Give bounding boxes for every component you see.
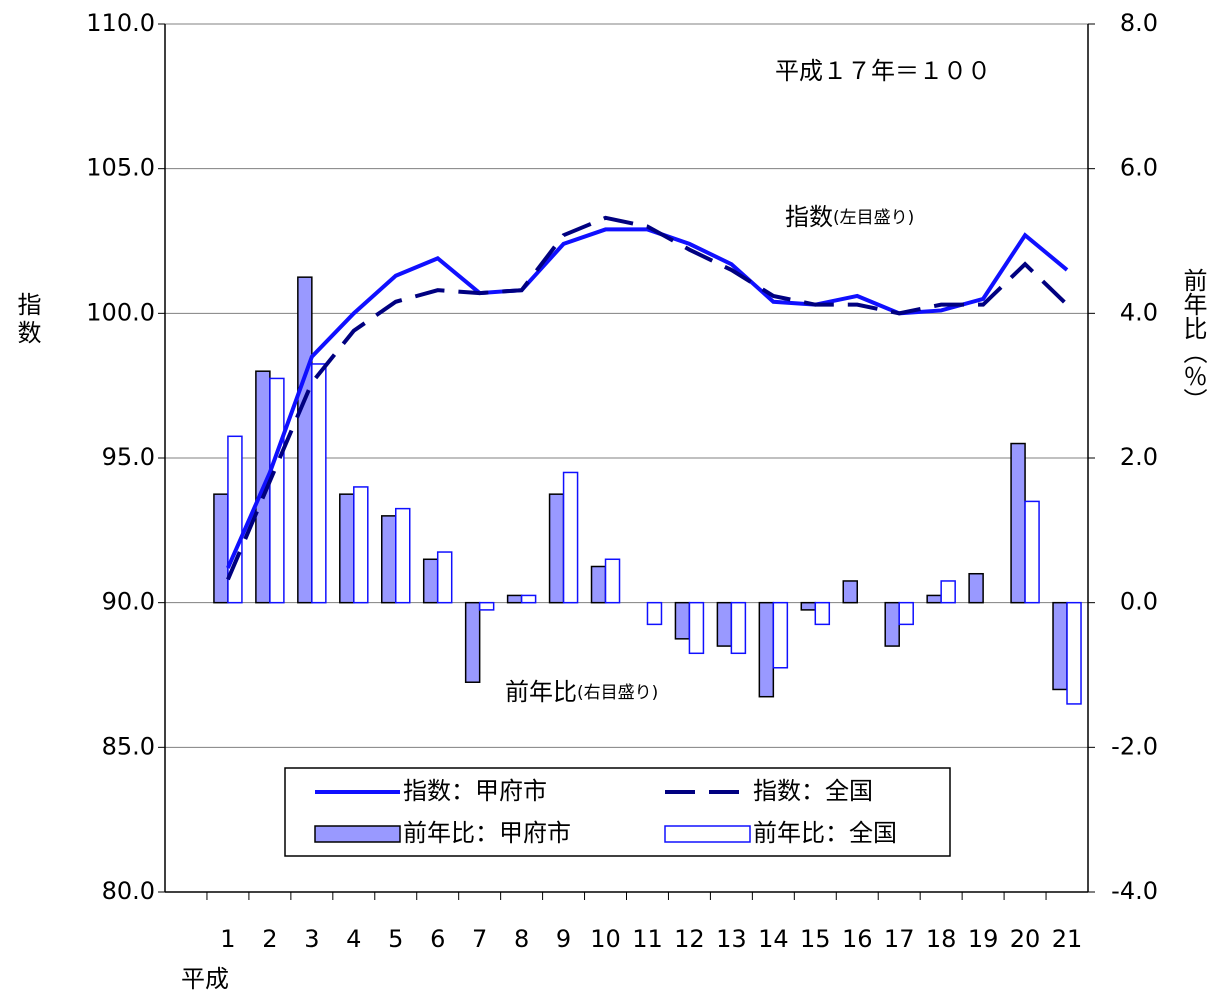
y2-tick-label: 4.0: [1120, 298, 1158, 326]
y2-tick-label: -4.0: [1111, 877, 1158, 905]
y-axis-title: 指数: [13, 292, 41, 348]
x-tick-label: 13: [716, 925, 747, 953]
bar: [674, 601, 691, 640]
bar: [562, 471, 579, 604]
x-axis-title: 平成: [181, 965, 229, 993]
x-tick-label: 20: [1010, 925, 1041, 953]
annotation: 平成１７年＝１００: [775, 57, 991, 85]
bar: [772, 601, 789, 669]
x-tick-label: 3: [304, 925, 319, 953]
bar: [353, 486, 369, 604]
x-tick-label: 4: [346, 925, 361, 953]
y2-axis-title: 前年比（％）: [1179, 268, 1207, 412]
legend-label: 前年比：全国: [753, 819, 897, 847]
bar: [926, 594, 942, 604]
bar: [548, 493, 565, 604]
bar: [213, 493, 229, 604]
x-tick-label: 11: [632, 925, 663, 953]
bar: [968, 572, 984, 604]
bar: [814, 601, 831, 626]
bar: [1066, 601, 1082, 705]
y-tick-label: 95.0: [102, 443, 155, 471]
bar: [842, 580, 858, 604]
y-tick-label: 110.0: [86, 9, 155, 37]
bar: [758, 601, 775, 698]
y-tick-label: 90.0: [102, 588, 155, 616]
x-tick-label: 12: [674, 925, 705, 953]
y-tick-label: 85.0: [102, 732, 155, 760]
y2-tick-label: 2.0: [1120, 443, 1158, 471]
x-tick-label: 6: [430, 925, 445, 953]
x-tick-label: 19: [968, 925, 999, 953]
annotation-text: (右目盛り): [577, 683, 658, 703]
bar: [520, 594, 537, 604]
annotation: 前年比(右目盛り): [505, 678, 658, 706]
y-tick-label: 100.0: [86, 298, 155, 326]
bar: [339, 493, 355, 604]
x-tick-label: 7: [472, 925, 487, 953]
bar: [436, 551, 453, 604]
bar: [297, 276, 313, 604]
bar: [478, 601, 495, 611]
x-tick-label: 14: [758, 925, 789, 953]
bar: [464, 601, 481, 683]
x-tick-label: 5: [388, 925, 403, 953]
bar: [688, 601, 705, 655]
bar: [646, 601, 663, 626]
bar: [590, 565, 607, 604]
x-tick-label: 2: [262, 925, 277, 953]
x-tick-label: 16: [842, 925, 873, 953]
annotation-text: 指数: [785, 203, 833, 231]
bar: [1052, 601, 1068, 691]
bar: [381, 515, 397, 604]
bar: [506, 594, 523, 604]
annotation-text: (左目盛り): [833, 208, 914, 228]
bar: [395, 507, 411, 604]
legend-label: 指数：甲府市: [403, 777, 547, 805]
annotation: 指数(左目盛り): [785, 203, 914, 231]
x-tick-label: 21: [1052, 925, 1083, 953]
x-tick-label: 15: [800, 925, 831, 953]
annotation-text: 前年比: [505, 678, 577, 706]
line-series: [226, 227, 1069, 569]
bar: [884, 601, 900, 647]
legend-label: 指数：全国: [753, 777, 873, 805]
legend-swatch: [314, 825, 401, 843]
bar: [800, 601, 817, 611]
bar: [604, 558, 621, 604]
bar: [1024, 500, 1040, 604]
y2-tick-label: -2.0: [1111, 732, 1158, 760]
x-tick-label: 10: [590, 925, 621, 953]
bar: [940, 580, 956, 604]
x-tick-label: 18: [926, 925, 957, 953]
bar: [269, 377, 285, 604]
legend-swatch: [664, 825, 751, 843]
legend-label: 前年比：甲府市: [403, 819, 571, 847]
bar: [422, 558, 439, 604]
bar: [1010, 442, 1026, 604]
x-tick-label: 8: [514, 925, 529, 953]
line-series: [226, 215, 1069, 581]
y2-tick-label: 6.0: [1120, 154, 1158, 182]
bar: [730, 601, 747, 655]
x-tick-label: 9: [556, 925, 571, 953]
y2-tick-label: 8.0: [1120, 9, 1158, 37]
x-tick-label: 1: [220, 925, 235, 953]
bar: [716, 601, 733, 647]
bar: [898, 601, 914, 626]
bar: [311, 363, 327, 604]
y2-tick-label: 0.0: [1120, 588, 1158, 616]
x-tick-label: 17: [884, 925, 915, 953]
y-tick-label: 80.0: [102, 877, 155, 905]
y-tick-label: 105.0: [86, 154, 155, 182]
